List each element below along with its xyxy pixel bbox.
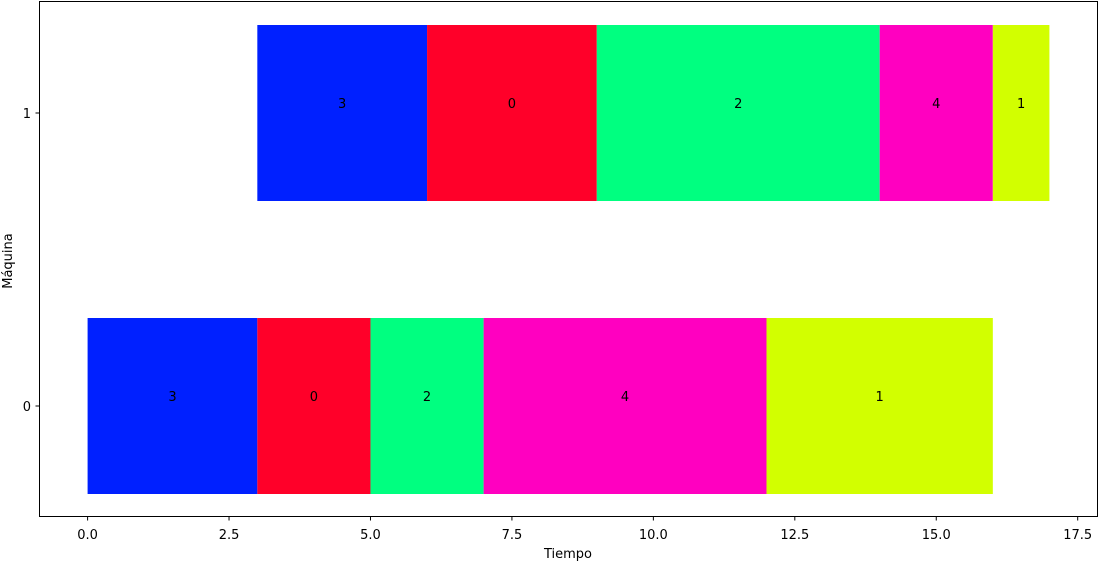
x-tick-label: 10.0	[639, 528, 668, 543]
task-bar-m1-job3	[257, 25, 428, 201]
y-axis-ticks: 01	[23, 107, 40, 415]
task-bar-m1-job2	[596, 25, 880, 201]
x-tick-label: 15.0	[922, 528, 951, 543]
task-bar-m0-job1	[766, 318, 993, 494]
task-label-m1-job0: 0	[508, 97, 516, 112]
task-bar-m0-job3	[87, 318, 258, 494]
task-bar-m1-job4	[879, 25, 993, 201]
x-tick-label: 17.5	[1063, 528, 1092, 543]
task-bar-m1-job0	[427, 25, 597, 201]
task-bar-m1-job1	[992, 25, 1050, 201]
plot-frame	[39, 1, 1098, 517]
task-label-m1-job2: 2	[734, 97, 742, 112]
x-axis-ticks: 0.0 2.5 5.0 7.5 10.0 12.5 15.0 17.5	[77, 516, 1092, 543]
task-label-m0-job2: 2	[423, 390, 431, 405]
x-tick-label: 5.0	[360, 528, 381, 543]
task-label-m0-job1: 1	[876, 390, 884, 405]
task-label-m0-job4: 4	[621, 390, 629, 405]
x-tick-label: 0.0	[77, 528, 98, 543]
task-label-m0-job3: 3	[168, 390, 176, 405]
y-axis-title: Máquina	[1, 233, 16, 289]
task-bar-m0-job4	[483, 318, 767, 494]
task-label-m1-job4: 4	[932, 97, 940, 112]
task-label-m0-job0: 0	[310, 390, 318, 405]
task-bar-m0-job2	[370, 318, 484, 494]
task-bar-m0-job0	[257, 318, 371, 494]
bar-labels-layer: 3 0 2 4 1 3 0 2 4 1	[168, 97, 1025, 405]
x-tick-label: 2.5	[219, 528, 240, 543]
y-tick-label: 1	[23, 107, 31, 122]
task-label-m1-job1: 1	[1017, 97, 1025, 112]
bars-layer	[87, 25, 1050, 494]
task-label-m1-job3: 3	[338, 97, 346, 112]
x-tick-label: 12.5	[780, 528, 809, 543]
y-tick-label: 0	[23, 400, 31, 415]
x-tick-label: 7.5	[502, 528, 523, 543]
x-axis-title: Tiempo	[543, 547, 592, 561]
